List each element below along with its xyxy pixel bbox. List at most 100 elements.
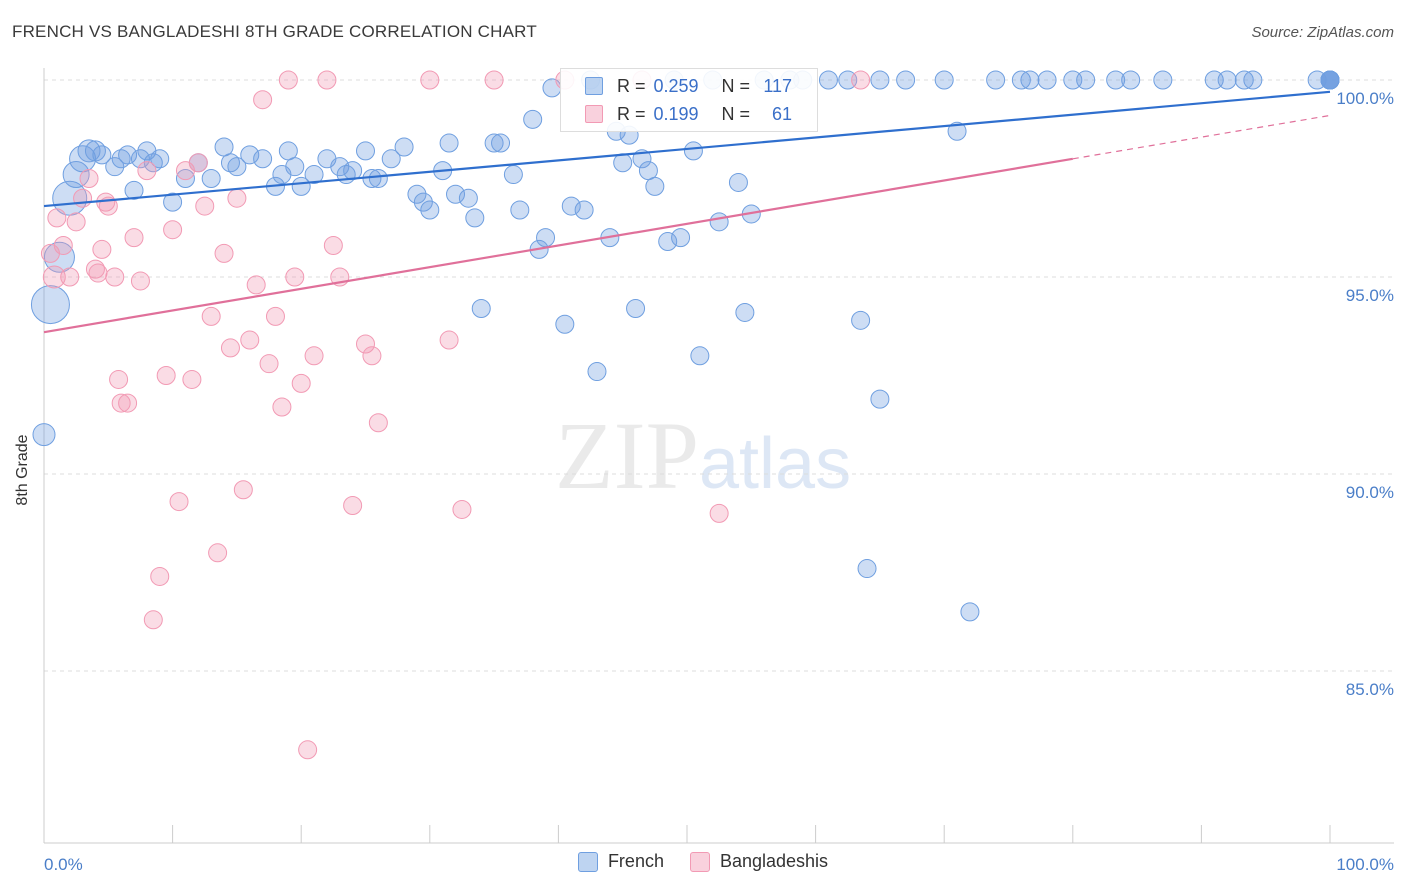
legend-n-value-bangladeshi: 61 <box>772 103 793 124</box>
source-label: Source: ZipAtlas.com <box>1251 24 1394 41</box>
french-point <box>1020 70 1040 90</box>
bangladeshi-point <box>88 263 108 283</box>
french-point <box>1153 70 1173 90</box>
legend-swatch-french-bottom <box>577 851 598 872</box>
french-point <box>728 172 748 192</box>
french-point <box>32 423 56 447</box>
bangladeshi-trend-line <box>43 157 1073 334</box>
french-point <box>471 299 491 319</box>
bangladeshi-point <box>304 346 324 366</box>
bangladeshi-point <box>195 196 215 216</box>
french-point <box>227 157 247 177</box>
bangladeshi-point <box>143 610 163 630</box>
bangladeshi-point <box>208 543 228 563</box>
bangladeshi-point <box>124 228 144 248</box>
french-point <box>645 176 665 196</box>
bangladeshi-point <box>240 330 260 350</box>
bangladeshi-point <box>356 334 375 354</box>
bangladeshi-point <box>709 503 729 523</box>
legend-item-bangladeshi: Bangladeshis <box>689 851 829 872</box>
bangladeshi-point <box>214 243 234 263</box>
french-point <box>1037 70 1057 90</box>
bangladeshi-point <box>285 267 305 287</box>
bangladeshi-point <box>317 70 337 90</box>
legend-label-bangladeshi: Bangladeshis <box>719 851 829 871</box>
bangladeshi-point <box>201 306 221 326</box>
french-point <box>613 153 633 173</box>
french-point <box>105 157 125 177</box>
french-point <box>574 200 594 220</box>
french-point <box>413 192 433 212</box>
bangladeshi-point <box>291 373 311 393</box>
bangladeshi-trend-extension <box>1072 114 1331 160</box>
french-point <box>870 389 890 409</box>
bangladeshi-point <box>92 239 112 259</box>
french-point <box>356 141 375 161</box>
french-point <box>1121 70 1141 90</box>
french-point <box>735 302 755 322</box>
bangladeshi-point <box>278 70 298 90</box>
chart-title: FRENCH VS BANGLADESHI 8TH GRADE CORRELAT… <box>12 22 537 41</box>
bangladeshi-point <box>66 212 86 232</box>
french-point <box>986 70 1006 90</box>
y-tick-label: 95.0% <box>1346 286 1394 305</box>
legend-swatch-bangladeshi-bottom <box>689 851 710 872</box>
french-point <box>62 161 90 189</box>
french-point <box>671 228 691 248</box>
french-point <box>818 70 838 90</box>
french-point <box>130 149 150 169</box>
bangladeshi-point <box>163 220 183 240</box>
french-point <box>77 139 101 163</box>
french-point <box>851 310 871 330</box>
bangladeshi-point <box>343 496 363 516</box>
legend-row-bangladeshi: R = 0.199 N = 61 <box>585 101 792 127</box>
french-point <box>343 161 363 181</box>
bangladeshi-point <box>137 161 157 181</box>
legend-r-value-french: 0.259 <box>653 75 699 96</box>
french-point <box>446 184 466 204</box>
bangladeshi-point <box>368 413 388 433</box>
legend-row-french: R = 0.259 N = 117 <box>585 73 792 99</box>
watermark-zip: ZIP <box>555 402 699 509</box>
french-point <box>709 212 729 232</box>
bangladeshi-point <box>323 235 343 255</box>
bangladeshi-point <box>298 740 318 760</box>
french-point <box>536 228 556 248</box>
french-point <box>253 149 273 169</box>
legend-item-french: French <box>577 851 664 872</box>
french-point <box>394 137 414 157</box>
french-point <box>92 145 112 165</box>
french-point <box>587 362 607 382</box>
french-point <box>690 346 710 366</box>
french-point <box>381 149 401 169</box>
bangladeshi-point <box>42 265 66 289</box>
french-point <box>510 200 530 220</box>
y-tick-label: 100.0% <box>1336 89 1394 108</box>
french-point <box>561 196 581 216</box>
bangladeshi-point <box>130 271 150 291</box>
french-point <box>124 180 144 200</box>
legend-label-french: French <box>607 851 664 871</box>
bangladeshi-point <box>246 275 266 295</box>
french-point <box>947 121 967 141</box>
bangladeshi-point <box>182 369 202 389</box>
french-point <box>555 314 575 334</box>
french-point <box>118 145 138 165</box>
legend-r-label: R = <box>617 75 646 96</box>
bangladeshi-point <box>109 369 129 389</box>
french-point <box>491 133 511 153</box>
bangladeshi-point <box>150 566 170 586</box>
french-point <box>626 299 646 319</box>
legend-swatch-french <box>585 77 603 95</box>
x-tick-label-max: 100.0% <box>1336 855 1394 874</box>
bangladeshi-point <box>156 366 176 385</box>
bangladeshi-point <box>169 492 189 512</box>
french-point <box>1106 70 1126 90</box>
french-point <box>1320 70 1340 90</box>
watermark: ZIPatlas <box>555 400 851 511</box>
french-point <box>285 157 305 177</box>
bangladeshi-point <box>227 188 247 208</box>
y-tick-label: 85.0% <box>1346 680 1394 699</box>
bangladeshi-point <box>362 346 382 366</box>
